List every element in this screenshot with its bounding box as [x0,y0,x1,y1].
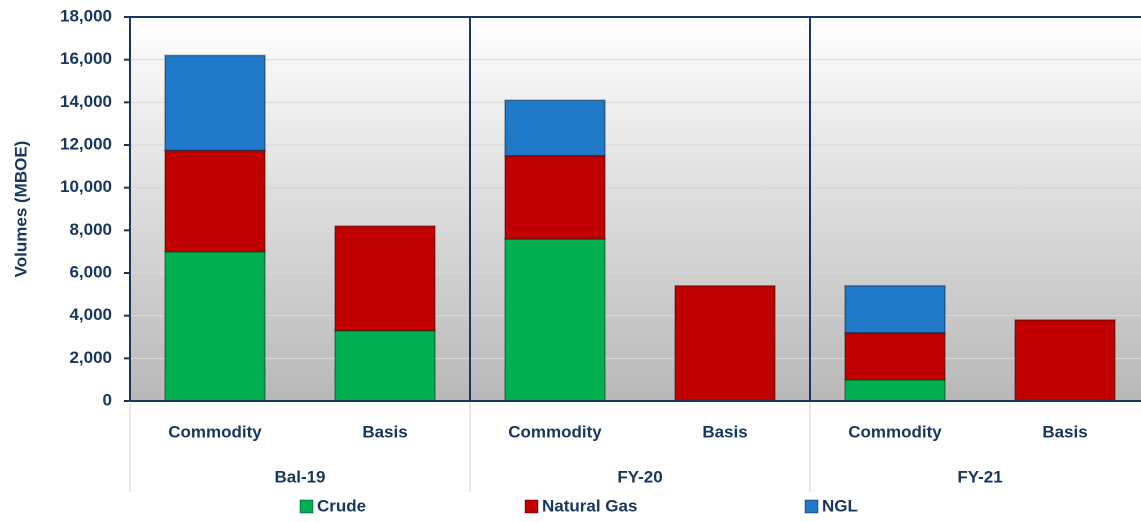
x-tick-label: Basis [1042,422,1087,441]
x-tick-label: Commodity [508,422,602,441]
bar-segment [334,329,436,402]
legend-label: Crude [317,496,366,515]
x-tick-label: Basis [362,422,407,441]
bar-segment [1014,319,1116,402]
bar-segment [334,225,436,332]
y-tick-label: 14,000 [60,92,112,111]
y-tick-label: 12,000 [60,134,112,153]
bar-segment [674,285,776,402]
y-tick-label: 2,000 [69,348,112,367]
bar-segment [844,331,946,381]
plot-area [130,17,1141,401]
y-tick-label: 4,000 [69,305,112,324]
legend-swatch [804,499,819,514]
bar-segment [844,378,946,402]
legend-swatch [524,499,539,514]
y-tick-label: 10,000 [60,177,112,196]
group-label: FY-21 [957,467,1002,486]
x-tick-label: Commodity [848,422,942,441]
y-tick-label: 8,000 [69,220,112,239]
bar-segment [164,149,266,253]
bar-segment [504,154,606,240]
y-tick-label: 0 [103,390,112,409]
y-tick-label: 6,000 [69,262,112,281]
y-tick-label: 18,000 [60,6,112,25]
bar-segment [504,99,606,157]
bar-segment [164,54,266,152]
x-tick-label: Commodity [168,422,262,441]
y-axis-label: Volumes (MBOE) [11,141,30,278]
y-tick-label: 16,000 [60,49,112,68]
group-label: FY-20 [617,467,662,486]
bar-segment [844,285,946,334]
legend-label: NGL [822,496,858,515]
bar-segment [504,238,606,402]
legend-swatch [299,499,314,514]
group-label: Bal-19 [274,467,325,486]
x-tick-label: Basis [702,422,747,441]
legend-label: Natural Gas [542,496,637,515]
bar-segment [164,250,266,402]
